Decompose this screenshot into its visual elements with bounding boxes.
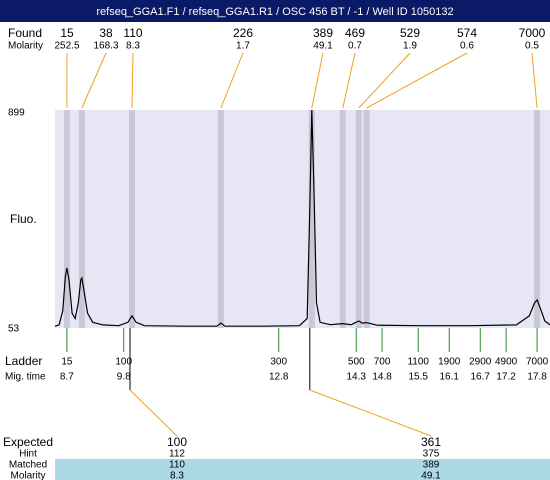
- ladder-size: 100: [115, 357, 132, 368]
- found-molarity: 1.9: [403, 41, 417, 52]
- title: refseq_GGA1.F1 / refseq_GGA1.R1 / OSC 45…: [96, 6, 453, 18]
- matched-label: Matched: [9, 460, 47, 471]
- ladder-size: 1900: [438, 357, 461, 368]
- found-size: 389: [313, 26, 333, 40]
- matched-size: 110: [169, 460, 185, 471]
- peak-band: [217, 110, 224, 328]
- y-tick-label: 53: [8, 324, 20, 335]
- peak-band: [339, 110, 346, 328]
- peak-connector: [311, 52, 324, 109]
- matched-molarity: 8.3: [170, 471, 184, 480]
- peak-connector: [131, 52, 134, 109]
- ladder-time: 16.7: [471, 372, 491, 383]
- hint-size: 112: [169, 449, 185, 460]
- found-label: Found: [8, 26, 42, 40]
- found-molarity: 0.5: [525, 41, 539, 52]
- hint-label: Hint: [19, 449, 37, 460]
- found-molarity: 49.1: [313, 41, 333, 52]
- peak-band: [355, 110, 362, 328]
- ladder-size: 15: [61, 357, 73, 368]
- found-size: 7000: [519, 26, 546, 40]
- ladder-time: 14.3: [347, 372, 367, 383]
- found-size: 15: [60, 26, 74, 40]
- match-connector: [129, 389, 178, 437]
- matched-molarity: 49.1: [421, 471, 441, 480]
- ladder-time: 17.8: [527, 372, 547, 383]
- ladder-size: 700: [374, 357, 391, 368]
- ladder-time: 16.1: [440, 372, 460, 383]
- expected-size: 361: [421, 435, 441, 449]
- ladder-size: 500: [348, 357, 365, 368]
- peak-band: [308, 110, 315, 328]
- ladder-size: 1100: [407, 357, 429, 368]
- expected-size: 100: [167, 435, 187, 449]
- peak-connector: [366, 52, 468, 109]
- found-size: 469: [345, 26, 365, 40]
- y-tick-label: 899: [8, 108, 25, 119]
- peak-connector: [342, 52, 356, 109]
- title-bar: [0, 0, 550, 22]
- found-molarity: 168.3: [93, 41, 118, 52]
- peak-band: [63, 110, 70, 328]
- molarity-label: Molarity: [8, 41, 43, 52]
- peak-connector: [81, 52, 107, 109]
- ladder-label: Ladder: [5, 354, 42, 368]
- found-molarity: 1.7: [236, 41, 250, 52]
- matched-band: [55, 459, 550, 480]
- ladder-time: 8.7: [60, 372, 74, 383]
- found-size: 529: [400, 26, 420, 40]
- ladder-size: 4900: [495, 357, 518, 368]
- trace: [54, 109, 550, 327]
- molarity-label: Molarity: [10, 471, 45, 480]
- ladder-time: 9.8: [117, 372, 131, 383]
- found-molarity: 8.3: [126, 41, 140, 52]
- expected-label: Expected: [3, 435, 53, 449]
- found-size: 38: [99, 26, 113, 40]
- ladder-size: 2900: [469, 357, 492, 368]
- found-molarity: 0.7: [348, 41, 362, 52]
- ladder-time: 14.8: [372, 372, 392, 383]
- found-molarity: 252.5: [54, 41, 79, 52]
- ladder-time: 17.2: [496, 372, 516, 383]
- ladder-size: 7000: [526, 357, 549, 368]
- ladder-size: 300: [270, 357, 287, 368]
- peak-band: [534, 110, 541, 328]
- found-size: 110: [123, 26, 142, 40]
- plot-area: [55, 110, 550, 328]
- ladder-time: 12.8: [269, 372, 289, 383]
- found-size: 226: [233, 26, 253, 40]
- mig-time-label: Mig. time: [5, 372, 46, 383]
- hint-size: 375: [423, 449, 440, 460]
- ladder-time: 15.5: [409, 372, 429, 383]
- peak-band: [128, 110, 135, 328]
- y-axis-label: Fluo.: [10, 212, 37, 226]
- found-size: 574: [457, 26, 477, 40]
- peak-connector: [358, 52, 411, 109]
- peak-band: [363, 110, 370, 328]
- peak-connector: [531, 52, 538, 109]
- matched-size: 389: [423, 460, 440, 471]
- peak-band: [78, 110, 85, 328]
- match-connector: [309, 389, 432, 437]
- peak-connector: [220, 52, 244, 109]
- found-molarity: 0.6: [460, 41, 474, 52]
